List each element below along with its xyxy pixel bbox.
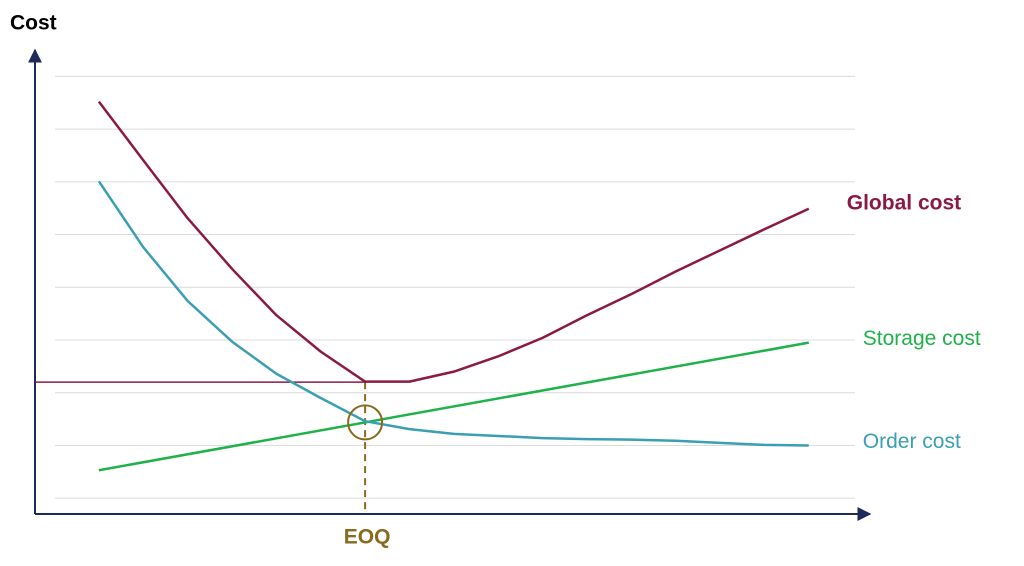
series-label: Global cost <box>847 191 961 214</box>
eoq-label: EOQ <box>344 526 391 549</box>
y-axis-label: Cost <box>10 12 57 35</box>
line-series <box>97 180 809 447</box>
series-label: Order cost <box>863 430 961 453</box>
line-series <box>97 100 810 383</box>
line-series <box>98 341 809 472</box>
eoq-circle <box>347 404 384 441</box>
series-label: Storage cost <box>863 327 981 350</box>
